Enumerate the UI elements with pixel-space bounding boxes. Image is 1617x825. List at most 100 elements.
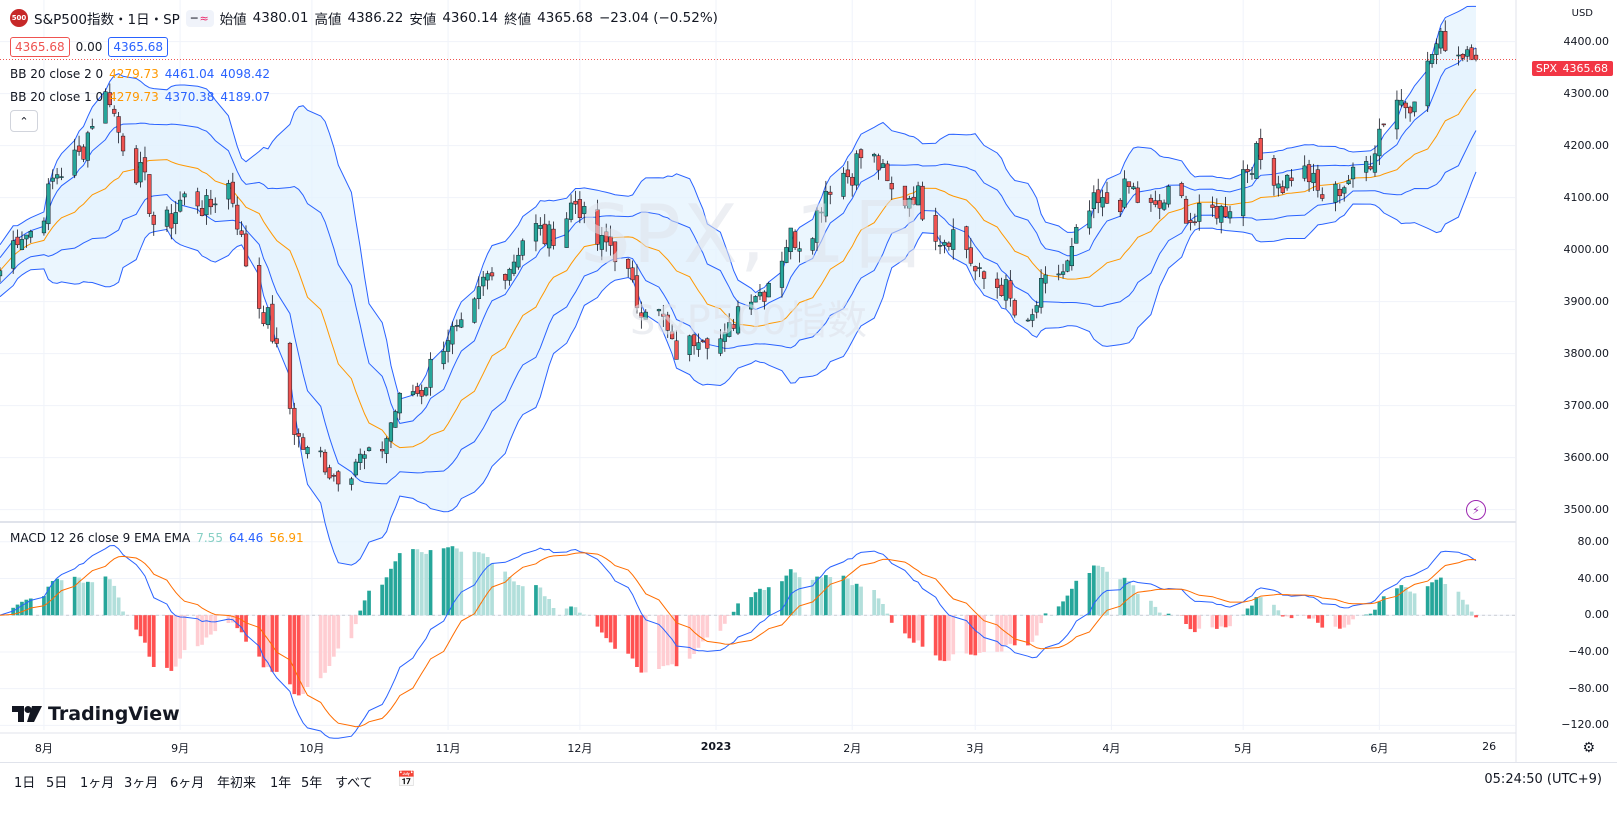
candle-body (1457, 55, 1461, 56)
buy-price-box[interactable]: 4365.68 (108, 37, 168, 57)
candle-body (134, 149, 138, 183)
macd-histogram-bar (754, 592, 758, 615)
period-button[interactable]: すべて (335, 772, 373, 791)
macd-histogram-bar (727, 615, 731, 616)
macd-histogram-bar (112, 586, 116, 615)
macd-histogram-bar (1413, 593, 1417, 615)
macd-histogram-bar (1378, 602, 1382, 616)
legend-toggle-pill[interactable]: ━≈ (186, 10, 214, 27)
macd-histogram-bar (1395, 588, 1399, 615)
candle-body (235, 205, 239, 229)
macd-histogram-bar (170, 615, 174, 671)
macd-line (0, 546, 1476, 739)
macd-histogram-bar (121, 612, 125, 616)
macd-histogram-bar (323, 615, 327, 673)
candle-body (257, 265, 261, 308)
macd-histogram-bar (1312, 615, 1316, 618)
macd-histogram-bar (82, 583, 86, 616)
macd-legend[interactable]: MACD 12 26 close 9 EMA EMA 7.55 64.46 56… (10, 531, 304, 545)
candle-body (16, 237, 20, 245)
bb2-legend[interactable]: BB 20 close 2 0 4279.73 4461.04 4098.42 (10, 67, 270, 81)
candle-body (354, 462, 358, 475)
candle-body (512, 262, 516, 274)
period-button[interactable]: 1ヶ月 (80, 772, 114, 791)
lightning-icon[interactable]: ⚡ (1466, 500, 1486, 520)
macd-name: MACD 12 26 close 9 EMA EMA (10, 531, 190, 545)
candle-body (1470, 48, 1474, 60)
candle-body (1013, 300, 1017, 315)
macd-histogram-bar (389, 569, 393, 615)
candle-body (539, 225, 543, 228)
candle-body (881, 164, 885, 168)
macd-histogram-bar (301, 615, 305, 694)
time-tick-label: 9月 (171, 740, 189, 756)
calendar-range-icon[interactable]: 📅 (397, 770, 416, 788)
macd-histogram-bar (1154, 607, 1158, 615)
candle-body (231, 182, 235, 203)
macd-histogram-bar (1470, 612, 1474, 616)
candle-body (165, 210, 169, 226)
candle-body (1382, 124, 1386, 125)
macd-histogram-bar (1096, 566, 1100, 616)
candle-body (442, 351, 446, 364)
candle-body (1105, 193, 1109, 204)
period-button[interactable]: 年初来 (217, 772, 256, 791)
period-button[interactable]: 5日 (46, 772, 67, 791)
macd-histogram-bar (846, 579, 850, 616)
macd-histogram-bar (1334, 615, 1338, 627)
macd-histogram-bar (938, 615, 942, 660)
settings-gear-icon[interactable]: ⚙ (1582, 740, 1595, 756)
macd-histogram-bar (1351, 615, 1355, 619)
period-button[interactable]: 6ヶ月 (170, 772, 204, 791)
collapse-legend-button[interactable]: ⌃ (10, 110, 38, 132)
macd-histogram-bar (86, 582, 90, 615)
macd-histogram-bar (719, 615, 723, 631)
minus-icon: ━ (191, 12, 198, 25)
macd-histogram-bar (912, 615, 916, 643)
macd-histogram-bar (789, 569, 793, 615)
candle-body (323, 452, 327, 472)
sell-price-box[interactable]: 4365.68 (10, 37, 70, 57)
time-tick-label: 10月 (299, 740, 324, 756)
time-tick-label: 11月 (436, 740, 461, 756)
candle-body (1136, 188, 1140, 203)
candle-body (1259, 138, 1263, 159)
symbol-title[interactable]: S&P500指数・1日・SP (34, 8, 180, 28)
macd-histogram-bar (662, 615, 666, 666)
candle-body (143, 158, 147, 173)
period-button[interactable]: 1日 (14, 772, 35, 791)
macd-histogram-bar (1074, 581, 1078, 616)
clock[interactable]: 05:24:50 (UTC+9) (1484, 772, 1602, 787)
candle-body (1290, 178, 1294, 181)
macd-histogram-bar (244, 615, 248, 642)
bb1-legend[interactable]: BB 20 close 1 0 4279.73 4370.38 4189.07 (10, 90, 270, 104)
candle-body (1219, 206, 1223, 222)
macd-histogram-bar (1457, 592, 1461, 616)
candle-body (380, 449, 384, 451)
candle-body (86, 133, 90, 161)
candle-body (951, 230, 955, 250)
tradingview-logo[interactable]: TradingView (12, 703, 180, 725)
currency-label[interactable]: USD (1572, 8, 1593, 19)
candle-body (547, 225, 551, 248)
candle-body (240, 231, 244, 235)
candle-body (170, 214, 174, 229)
macd-histogram-bar (763, 590, 767, 615)
candle-body (1255, 143, 1259, 178)
macd-histogram-bar (293, 615, 297, 694)
period-button[interactable]: 1年 (270, 772, 291, 791)
macd-histogram-bar (1430, 582, 1434, 615)
period-button[interactable]: 3ヶ月 (124, 772, 158, 791)
macd-histogram-bar (380, 585, 384, 616)
candle-body (1378, 129, 1382, 156)
period-button[interactable]: 5年 (301, 772, 322, 791)
macd-histogram-bar (951, 615, 955, 654)
candle-body (995, 279, 999, 288)
bb2-basis: 4279.73 (109, 67, 159, 81)
macd-histogram-bar (178, 615, 182, 658)
candle-body (1004, 280, 1008, 301)
macd-histogram-bar (877, 598, 881, 615)
time-tick-label: 3月 (966, 740, 984, 756)
candle-body (1272, 158, 1276, 185)
